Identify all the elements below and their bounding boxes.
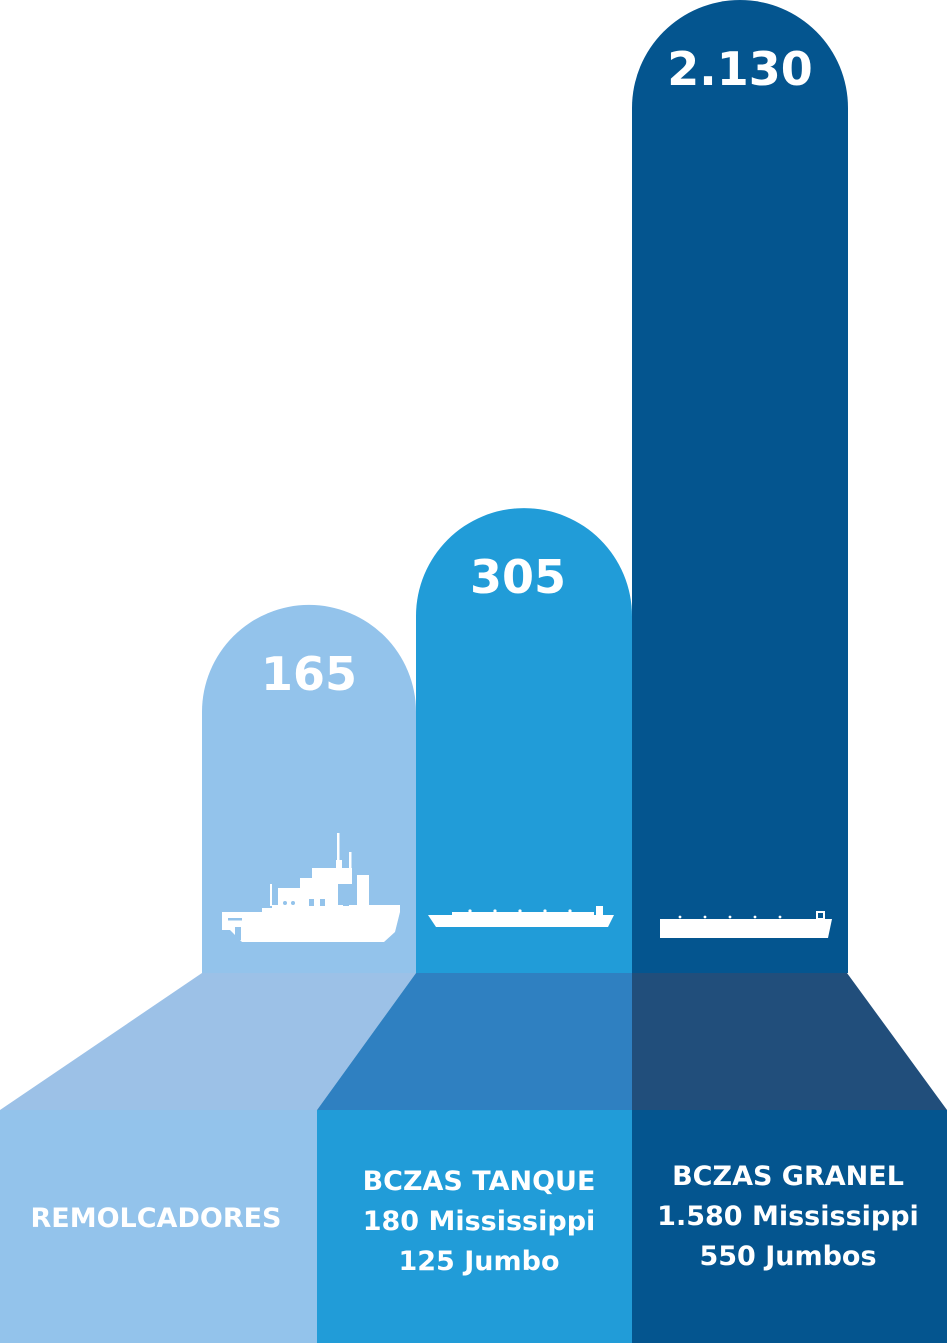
base-bczas-tanque bbox=[317, 1110, 632, 1343]
category-label-remolcadores: REMOLCADORES bbox=[30, 1203, 281, 1234]
category-label-bczas-granel: BCZAS GRANEL bbox=[672, 1161, 904, 1192]
bar-bczas-granel bbox=[632, 0, 848, 973]
value-label-bczas-granel: 2.130 bbox=[667, 42, 813, 96]
base-bczas-granel bbox=[632, 1110, 947, 1343]
tugboat-icon bbox=[222, 833, 400, 942]
value-label-remolcadores: 165 bbox=[261, 647, 357, 701]
category-detail-tanque-jumbo: 125 Jumbo bbox=[398, 1246, 559, 1277]
ramp-remolcadores bbox=[0, 973, 416, 1110]
category-detail-granel-mississippi: 1.580 Mississippi bbox=[657, 1201, 919, 1232]
value-label-bczas-tanque: 305 bbox=[470, 550, 566, 604]
category-detail-granel-jumbos: 550 Jumbos bbox=[699, 1241, 876, 1272]
category-label-bczas-tanque: BCZAS TANQUE bbox=[363, 1166, 596, 1197]
category-detail-tanque-mississippi: 180 Mississippi bbox=[363, 1206, 596, 1237]
bulk-barge-icon bbox=[660, 911, 832, 938]
bar-bczas-tanque bbox=[416, 508, 632, 973]
base-remolcadores bbox=[0, 1110, 317, 1343]
ramp-bczas-granel bbox=[632, 973, 947, 1110]
ramp-bczas-tanque bbox=[317, 973, 632, 1110]
tank-barge-icon bbox=[428, 906, 614, 927]
